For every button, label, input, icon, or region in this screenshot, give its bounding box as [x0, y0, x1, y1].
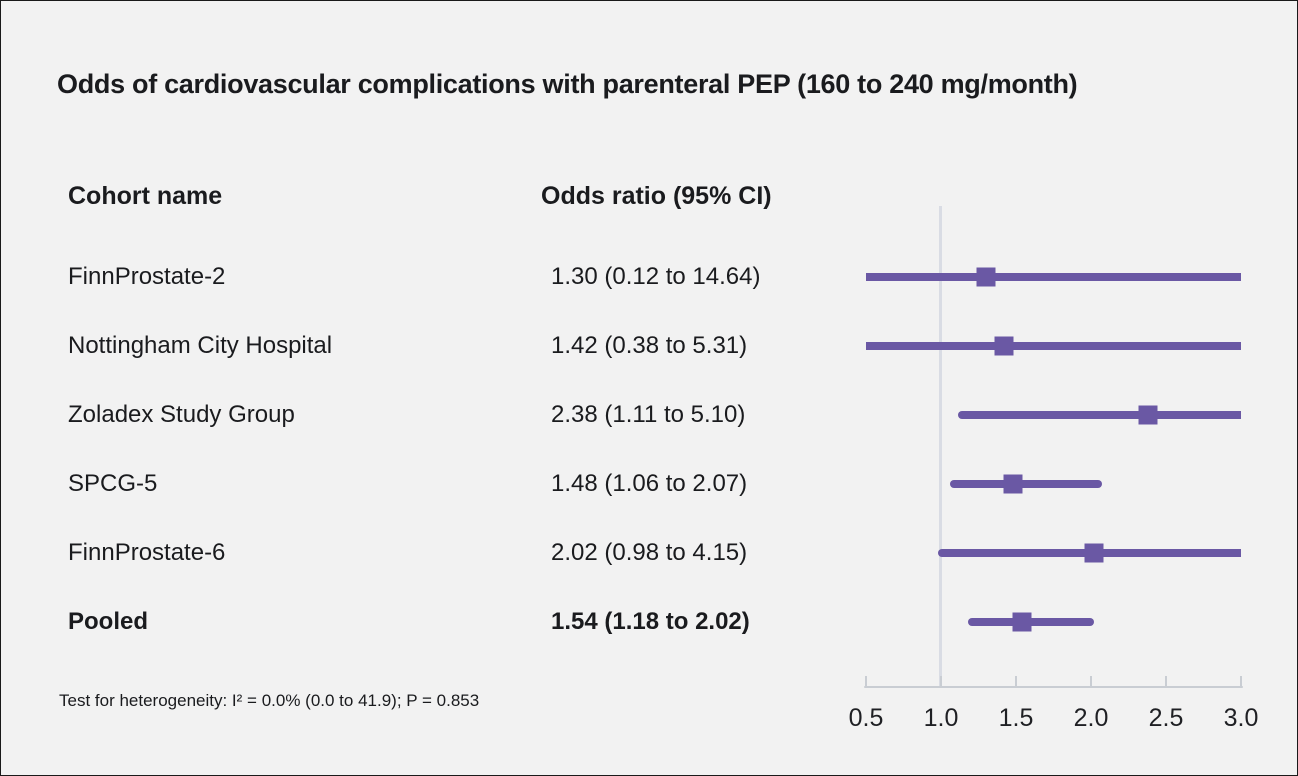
axis-tick — [1240, 676, 1242, 687]
odds-ratio-value: 2.02 (0.98 to 4.15) — [551, 538, 748, 566]
axis-tick — [1090, 676, 1092, 687]
plot-cell — [866, 311, 1241, 380]
axis-tick-label: 2.5 — [1148, 704, 1184, 732]
point-estimate-square — [1084, 543, 1104, 562]
odds-ratio-value: 1.42 (0.38 to 5.31) — [551, 331, 748, 359]
odds-ratio-value: 2.38 (1.11 to 5.10) — [551, 400, 746, 428]
plot-cell — [866, 242, 1241, 311]
confidence-interval-line — [950, 479, 1102, 488]
forest-row: FinnProstate-2 1.30 (0.12 to 14.64) — [1, 242, 1297, 311]
column-header-cohort-name: Cohort name — [68, 182, 223, 210]
forest-row: Nottingham City Hospital 1.42 (0.38 to 5.… — [1, 311, 1297, 380]
axis-tick — [1015, 676, 1017, 687]
axis-tick — [865, 676, 867, 687]
odds-ratio-value: 1.48 (1.06 to 2.07) — [551, 469, 748, 497]
point-estimate-square — [1003, 474, 1023, 493]
cohort-name: Zoladex Study Group — [68, 400, 295, 428]
cohort-name: Nottingham City Hospital — [68, 331, 333, 359]
forest-row: Zoladex Study Group 2.38 (1.11 to 5.10) — [1, 380, 1297, 449]
axis-tick — [940, 676, 942, 687]
cohort-name: SPCG-5 — [68, 469, 158, 497]
axis-tick-label: 0.5 — [848, 704, 884, 732]
point-estimate-square — [1012, 612, 1032, 631]
plot-cell — [866, 449, 1241, 518]
odds-ratio-value: 1.30 (0.12 to 14.64) — [551, 262, 761, 290]
odds-ratio-value: 1.54 (1.18 to 2.02) — [551, 607, 750, 635]
axis-tick-label: 2.0 — [1073, 704, 1109, 732]
confidence-interval-line — [866, 272, 1241, 281]
axis-tick-label: 1.0 — [923, 704, 959, 732]
cohort-name: FinnProstate-6 — [68, 538, 226, 566]
point-estimate-square — [1138, 405, 1158, 424]
plot-cell — [866, 518, 1241, 587]
point-estimate-square — [976, 267, 996, 286]
reference-line-1.0 — [939, 206, 942, 688]
heterogeneity-footnote: Test for heterogeneity: I² = 0.0% (0.0 t… — [59, 691, 480, 710]
plot-cell — [866, 380, 1241, 449]
cohort-name: FinnProstate-2 — [68, 262, 226, 290]
axis-tick-label: 1.5 — [998, 704, 1034, 732]
forest-row: FinnProstate-6 2.02 (0.98 to 4.15) — [1, 518, 1297, 587]
confidence-interval-line — [866, 341, 1241, 350]
axis-tick — [1165, 676, 1167, 687]
cohort-name: Pooled — [68, 607, 149, 635]
chart-title: Odds of cardiovascular complications wit… — [57, 69, 1078, 99]
forest-row: SPCG-5 1.48 (1.06 to 2.07) — [1, 449, 1297, 518]
forest-row: Pooled 1.54 (1.18 to 2.02) — [1, 587, 1297, 656]
x-axis-line — [864, 686, 1243, 688]
axis-tick-label: 3.0 — [1223, 704, 1259, 732]
confidence-interval-line — [957, 410, 1241, 419]
plot-cell — [866, 587, 1241, 656]
column-header-odds-ratio: Odds ratio (95% CI) — [541, 182, 772, 210]
point-estimate-square — [994, 336, 1014, 355]
